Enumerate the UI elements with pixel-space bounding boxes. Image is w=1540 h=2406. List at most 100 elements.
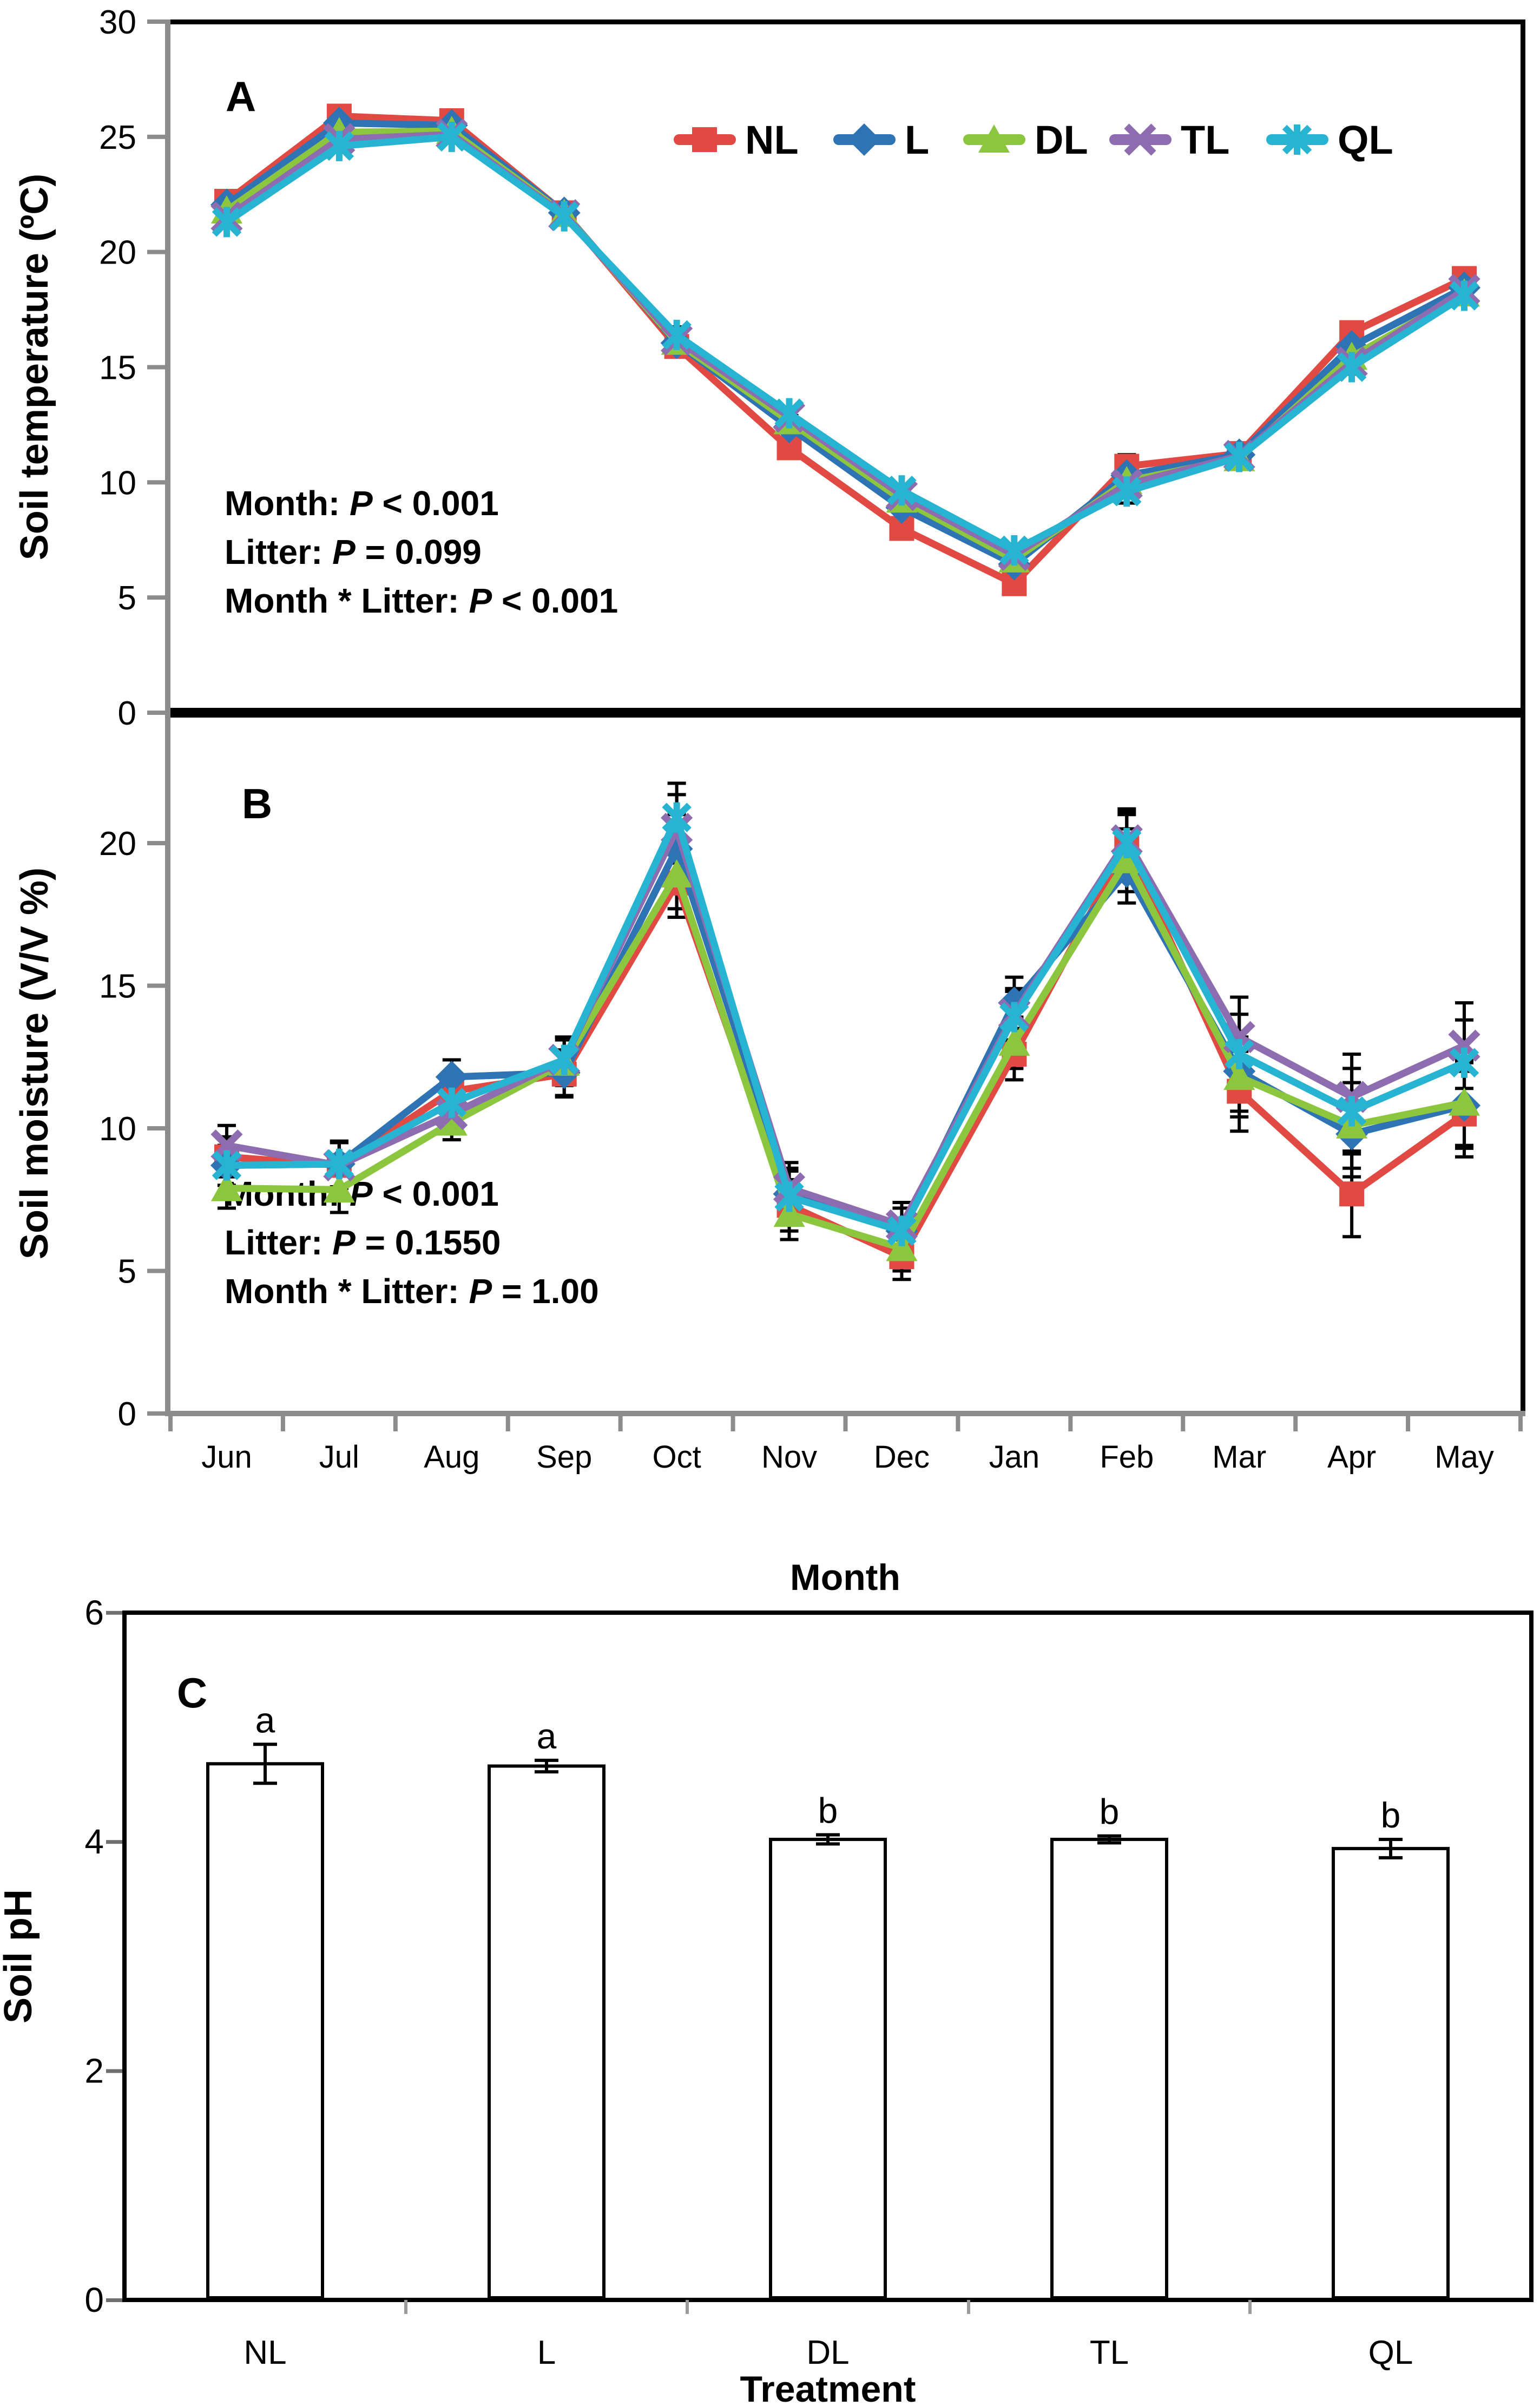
bar-group-L: aL <box>488 1716 606 2371</box>
x-tick-label-treatment: TL <box>1090 2334 1129 2371</box>
x-tick-b <box>1068 1416 1073 1431</box>
y-tick-c <box>106 1610 122 1615</box>
marker-asterisk <box>1224 442 1254 472</box>
stats-annotation-panel-a-line: Month * Litter: P < 0.001 <box>225 581 618 620</box>
x-tick-b <box>280 1416 285 1431</box>
marker-triangle <box>978 124 1010 153</box>
marker-triangle <box>773 1199 805 1227</box>
y-tick-label-b: 0 <box>118 1396 136 1433</box>
bar-group-TL: b TL <box>1050 1792 1168 2371</box>
y-tick-c <box>106 1840 122 1844</box>
stats-annotation-panel-a-line: Litter: P = 0.099 <box>225 533 482 571</box>
marker-triangle <box>886 1233 918 1261</box>
x-tick-c <box>967 2300 970 2314</box>
x-tick-b <box>1406 1416 1411 1431</box>
bar-QL <box>1332 1846 1450 2300</box>
x-tick-label-month: Oct <box>653 1439 701 1475</box>
y-axis-title-soil-moisture: Soil moisture (V/V %) <box>13 867 56 1259</box>
y-tick-b <box>147 841 165 845</box>
stats-annotation-panel-a-line: Month: P < 0.001 <box>225 484 499 523</box>
sig-letter: a <box>255 1700 275 1740</box>
y-tick-label-a: 5 <box>118 580 136 617</box>
legend-label-L: L <box>905 117 929 162</box>
error-bar <box>253 1743 277 1785</box>
legend-label-TL: TL <box>1181 117 1229 162</box>
legend-item-NL: NL <box>674 117 799 162</box>
marker-asterisk <box>549 201 579 232</box>
marker-diamond <box>435 1061 468 1094</box>
x-tick-label-month: Aug <box>424 1439 479 1475</box>
marker-asterisk <box>662 319 692 350</box>
legend-label-DL: DL <box>1035 117 1088 162</box>
marker-asterisk <box>549 1044 579 1075</box>
marker-asterisk <box>437 1087 467 1118</box>
x-tick-label-month: Jan <box>989 1439 1040 1475</box>
series-line-L <box>226 839 1465 1235</box>
stats-annotation-panel-b-line: Litter: P = 0.1550 <box>225 1223 501 1262</box>
y-tick-label-a: 15 <box>99 350 136 387</box>
marker-x <box>1124 123 1156 156</box>
panel-a-top-border <box>165 19 1525 24</box>
stats-annotation-panel-a: Month: P < 0.001 Litter: P = 0.099 Month *… <box>225 484 618 620</box>
y-axis-title-soil-ph: Soil pH <box>0 1889 40 2023</box>
legend-item-DL: DL <box>963 117 1088 162</box>
y-tick-b <box>147 1268 165 1273</box>
x-tick-b <box>505 1416 510 1431</box>
x-tick-label-month: Apr <box>1327 1439 1376 1475</box>
panel-c-frame <box>122 1610 1534 2302</box>
marker-triangle <box>436 1107 468 1136</box>
series-line-DL <box>226 853 1465 1253</box>
y-tick-label-b: 20 <box>99 825 136 863</box>
legend-item-QL: QL <box>1266 117 1393 162</box>
x-axis-spine-b <box>165 1411 1525 1416</box>
x-tick-b <box>1518 1416 1523 1431</box>
y-tick-b <box>147 1411 165 1416</box>
y-tick-label-a: 25 <box>99 119 136 156</box>
x-tick-b <box>393 1416 398 1431</box>
x-tick-label-month: Mar <box>1212 1439 1266 1475</box>
marker-asterisk <box>1224 1038 1254 1069</box>
panel-right-border <box>1521 19 1525 1416</box>
x-tick-c <box>1248 2300 1252 2314</box>
legend-item-TL: TL <box>1109 117 1229 162</box>
frame-panels-AB: 0 5 10 15 20 25 30 0 5 10 15 20 Jun Jul Aug Sep Oct Nov De… <box>13 4 1525 1598</box>
y-tick-label-b: 10 <box>99 1110 136 1148</box>
x-tick-b <box>843 1416 848 1431</box>
y-tick-label-c: 0 <box>84 2280 104 2319</box>
marker-asterisk <box>774 398 804 429</box>
x-tick-label-treatment: NL <box>243 2334 286 2371</box>
marker-asterisk <box>1337 352 1367 383</box>
legend-item-L: L <box>833 117 929 162</box>
marker-asterisk <box>324 1148 354 1179</box>
x-tick-label-month: May <box>1434 1439 1494 1475</box>
y-tick-label-a: 20 <box>99 234 136 272</box>
y-tick-label-c: 6 <box>84 1593 104 1632</box>
y-tick-a <box>147 595 165 600</box>
sig-letter: b <box>1100 1792 1120 1832</box>
y-axis-spine <box>165 19 170 1416</box>
panel-b-series-QL <box>212 802 1479 1246</box>
bar-TL <box>1050 1837 1168 2300</box>
panel-label-b: B <box>242 780 272 827</box>
x-tick-b <box>618 1416 623 1431</box>
y-tick-label-c: 4 <box>84 1822 104 1861</box>
marker-asterisk <box>774 1181 804 1212</box>
series-line-QL <box>225 133 1466 555</box>
x-tick-label-treatment: L <box>537 2334 556 2371</box>
y-tick-b <box>147 1126 165 1130</box>
x-tick-c <box>404 2300 407 2314</box>
x-axis-title-treatment: Treatment <box>740 2369 916 2406</box>
x-tick-label-month: Jun <box>201 1439 252 1475</box>
y-tick-label-a: 10 <box>99 464 136 502</box>
x-tick-label-month: Jul <box>319 1439 359 1475</box>
marker-asterisk <box>887 1215 917 1246</box>
marker-triangle <box>1111 845 1143 873</box>
y-tick-label-b: 5 <box>118 1253 136 1291</box>
marker-triangle <box>1449 1087 1480 1116</box>
x-tick-b <box>956 1416 960 1431</box>
marker-asterisk <box>1449 1047 1479 1078</box>
bar-group-QL: b QL <box>1332 1795 1450 2371</box>
panel-divider-zero-line <box>165 708 1525 718</box>
series-line-QL <box>226 807 1466 1235</box>
